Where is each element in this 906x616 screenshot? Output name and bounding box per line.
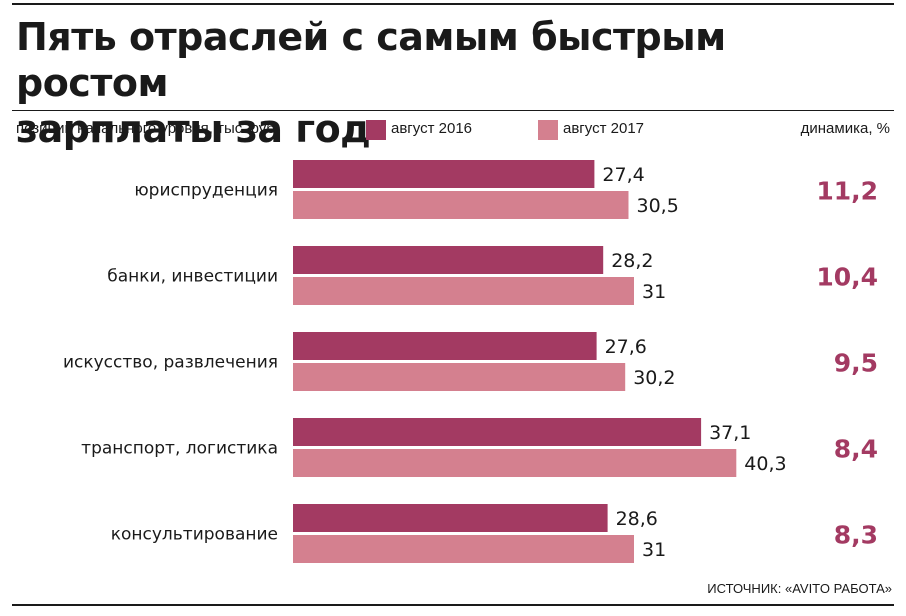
value-label: 27,6 — [605, 336, 647, 358]
bar-2017 — [293, 449, 737, 477]
bar-2016 — [293, 332, 597, 360]
title-line-1: Пять отраслей с самым быстрым ростом — [16, 15, 726, 105]
bar-2016 — [293, 504, 608, 532]
bar-2017 — [293, 191, 629, 219]
bar-2016 — [293, 246, 604, 274]
bar-2017 — [293, 363, 626, 391]
value-label: 40,3 — [744, 453, 786, 475]
bottom-rule — [12, 604, 894, 606]
bar-2016 — [293, 418, 702, 446]
category-label: консультирование — [111, 525, 278, 545]
change-value: 10,4 — [816, 263, 878, 292]
chart-title: Пять отраслей с самым быстрым ростом зар… — [16, 14, 886, 152]
bar-2016 — [293, 160, 595, 188]
top-rule — [12, 3, 894, 5]
title-line-2: зарплаты за год — [16, 107, 371, 151]
value-label: 28,6 — [616, 508, 658, 530]
category-label: юриспруденция — [134, 181, 278, 201]
change-column-header: динамика, % — [800, 120, 890, 137]
value-label: 30,5 — [637, 195, 679, 217]
bar-2017 — [293, 535, 634, 563]
category-label: банки, инвестиции — [107, 267, 278, 287]
value-label: 27,4 — [602, 164, 644, 186]
change-value: 8,3 — [834, 521, 878, 550]
title-rule — [12, 110, 894, 111]
category-label: искусство, развлечения — [63, 353, 278, 373]
bar-2017 — [293, 277, 634, 305]
legend-label-2017: август 2017 — [563, 120, 645, 137]
source-note: ИСТОЧНИК: «AVITO РАБОТА» — [707, 581, 892, 596]
value-label: 30,2 — [633, 367, 675, 389]
change-value: 8,4 — [834, 435, 878, 464]
change-value: 9,5 — [834, 349, 878, 378]
value-label: 37,1 — [709, 422, 751, 444]
legend-label-2016: август 2016 — [391, 120, 473, 137]
category-label: транспорт, логистика — [81, 439, 278, 459]
value-label: 31 — [642, 539, 666, 561]
value-label: 31 — [642, 281, 666, 303]
legend-swatch-2017 — [538, 120, 558, 140]
legend-swatch-2016 — [366, 120, 386, 140]
chart-subtitle: позиции начального уровня, тыс. руб. — [16, 120, 280, 137]
value-label: 28,2 — [611, 250, 653, 272]
change-value: 11,2 — [816, 177, 878, 206]
